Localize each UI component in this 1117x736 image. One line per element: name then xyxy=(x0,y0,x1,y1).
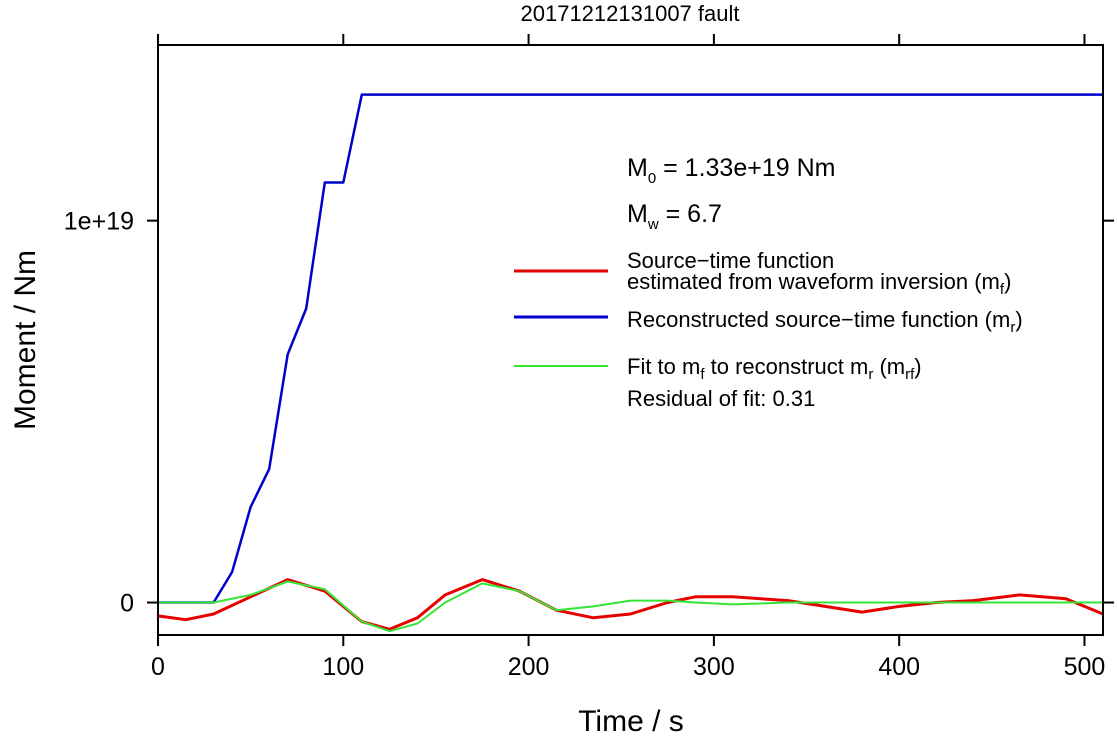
y-axis-title: Moment / Nm xyxy=(9,250,42,430)
legend-label-fit: Fit to mf to reconstruct mr (mrf) xyxy=(627,354,922,383)
series-line-fit xyxy=(158,580,1103,633)
x-tick-label: 100 xyxy=(322,653,364,681)
x-axis-title: Time / s xyxy=(578,705,684,736)
seismic-moment-annotation: M0 = 1.33e+19 Nm xyxy=(627,154,835,187)
legend-label-source-time-function-line2: estimated from waveform inversion (mf) xyxy=(627,269,1011,298)
x-tick-label: 200 xyxy=(508,653,550,681)
ticks-layer: 0 100 200 300 400 500 0 1e+19 xyxy=(64,34,1114,681)
series-line-reconstructed xyxy=(158,93,1103,604)
moment-magnitude-annotation: Mw = 6.7 xyxy=(627,200,722,233)
chart-title: 20171212131007 fault xyxy=(521,1,740,26)
x-tick-label: 0 xyxy=(151,653,165,681)
y-tick-label: 1e+19 xyxy=(64,208,134,236)
legend-label-source-time-function-line1: Source−time function xyxy=(627,248,834,273)
plot-frame xyxy=(157,44,1104,636)
legend-label-reconstructed: Reconstructed source−time function (mr) xyxy=(627,307,1023,336)
x-tick-label: 400 xyxy=(878,653,920,681)
x-tick-label: 500 xyxy=(1064,653,1106,681)
series-line-source-time-function xyxy=(157,578,1104,631)
residual-of-fit: Residual of fit: 0.31 xyxy=(627,386,815,411)
x-tick-label: 300 xyxy=(693,653,735,681)
legend: Source−time function estimated from wave… xyxy=(514,248,1023,411)
y-tick-label: 0 xyxy=(120,590,134,618)
series-layer xyxy=(157,93,1104,633)
